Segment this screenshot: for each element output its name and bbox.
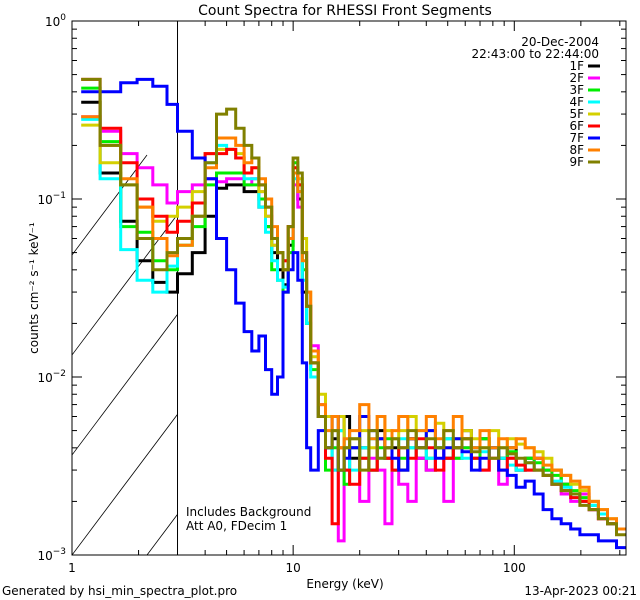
excluded-energy-hatch [72,154,640,555]
legend-label: 1F [569,59,584,73]
hatch-line [72,412,178,555]
hatch-line [372,155,640,555]
series-6F [81,77,626,531]
legend-label: 7F [569,131,584,145]
y-tick-label: 10−1 [37,191,66,207]
series-2F [81,115,626,543]
y-tick-exp: −2 [53,369,66,379]
axis-ticks [71,20,626,556]
y-tick-base: 10 [37,371,52,385]
hatch-line [72,213,178,356]
y-tick-base: 10 [37,549,52,563]
y-tick-labels: 100 10−1 10−2 10−3 [37,13,66,563]
annotation-background: Includes Background [186,505,311,519]
legend-label: 2F [569,71,584,85]
footer-generated-by: Generated by hsi_min_spectra_plot.pro [2,584,237,598]
legend-date: 20-Dec-2004 [521,35,599,49]
series-7F [81,77,626,550]
legend-label: 5F [569,107,584,121]
legend-label: 9F [569,155,584,169]
legend: 20-Dec-2004 22:43:00 to 22:44:00 1F2F3F4… [472,35,600,169]
hatch-line [72,154,148,256]
series-8F [81,115,626,531]
footer-timestamp: 13-Apr-2023 00:21 [524,584,637,598]
hatch-line [297,155,597,555]
y-tick-exp: −1 [53,191,66,201]
chart-title: Count Spectra for RHESSI Front Segments [198,3,492,19]
hatch-line [72,313,178,456]
hatch-line [597,155,640,555]
y-tick-label: 10−2 [37,369,66,385]
legend-label: 3F [569,83,584,97]
y-tick-base: 10 [45,15,60,29]
x-tick-label: 1 [68,561,76,575]
x-tick-label: 100 [503,561,526,575]
y-tick-label: 100 [45,13,66,29]
x-tick-labels: 1 10 100 [68,561,526,575]
x-axis-label: Energy (keV) [306,577,383,591]
y-tick-label: 10−3 [37,547,66,563]
plot-frame [71,20,627,556]
series-group [81,77,626,550]
hatch-line [72,155,73,156]
series-9F [81,77,626,537]
y-tick-exp: 0 [60,13,66,23]
y-tick-base: 10 [37,193,52,207]
legend-label: 6F [569,119,584,133]
y-tick-exp: −3 [53,547,66,557]
legend-time-range: 22:43:00 to 22:44:00 [472,47,599,61]
legend-label: 4F [569,95,584,109]
x-tick-label: 10 [286,561,301,575]
legend-label: 8F [569,143,584,157]
y-axis-label: counts cm⁻² s⁻¹ keV⁻¹ [27,222,41,354]
annotation-attenuator: Att A0, FDecim 1 [186,519,287,533]
